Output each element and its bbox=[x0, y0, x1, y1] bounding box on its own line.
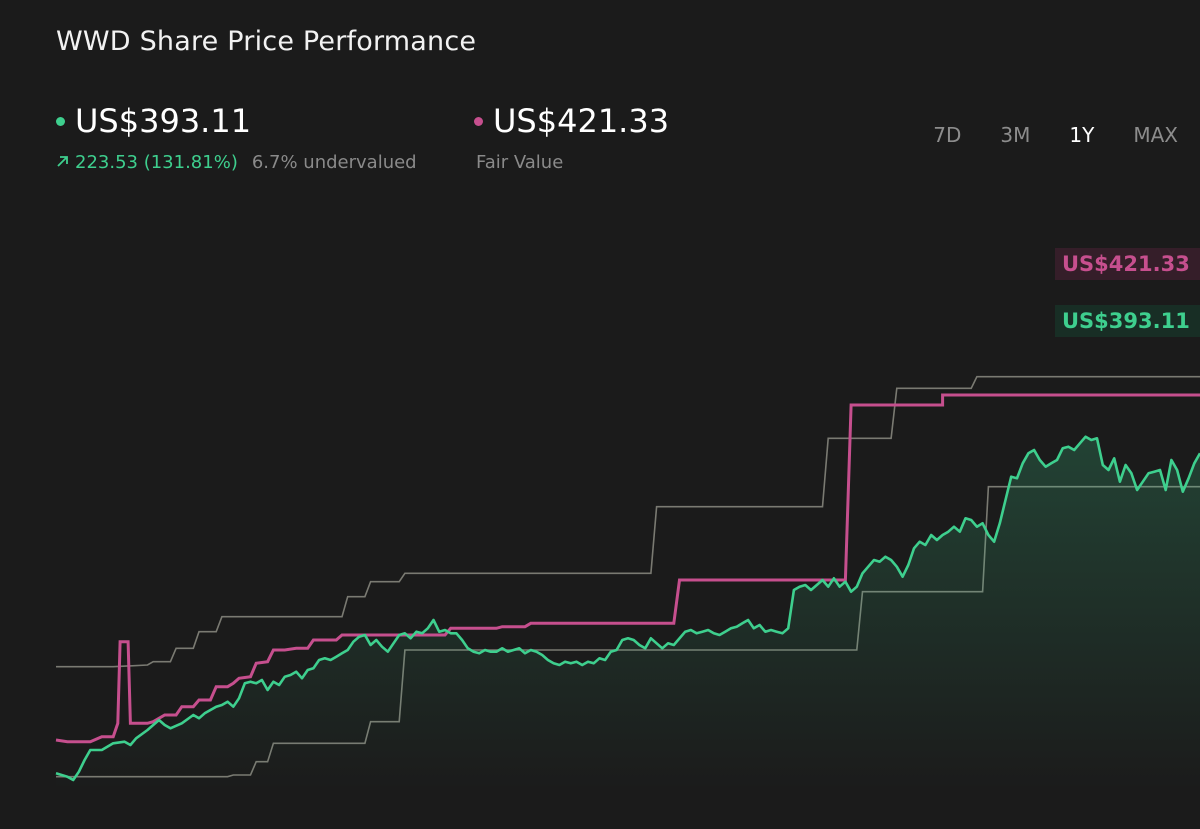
fair-value-price: US$421.33 bbox=[493, 102, 670, 140]
tab-3m[interactable]: 3M bbox=[1000, 123, 1031, 147]
current-price: US$393.11 bbox=[75, 102, 252, 140]
fair-value-end-label: US$421.33 bbox=[1055, 248, 1200, 280]
fair-value-legend-dot bbox=[474, 116, 483, 126]
price-end-label-bg bbox=[1055, 305, 1200, 337]
share-price-line bbox=[55, 435, 1200, 782]
price-end-label-text: US$393.11 bbox=[1062, 309, 1190, 333]
price-change-value: 223.53 (131.81%) bbox=[75, 152, 238, 173]
price-end-label: US$393.11 bbox=[1055, 305, 1200, 337]
fair-value-label: Fair Value bbox=[476, 152, 564, 173]
share-price-area bbox=[56, 436, 1200, 790]
price-change: 223.53 (131.81%) bbox=[56, 152, 238, 173]
fair-value-line bbox=[55, 393, 1200, 744]
range-tabs: 7D 3M 1Y MAX bbox=[894, 123, 1178, 147]
range-step-line-1 bbox=[56, 375, 1200, 668]
tab-max[interactable]: MAX bbox=[1133, 123, 1178, 147]
chart-title: WWD Share Price Performance bbox=[56, 26, 477, 57]
fair-value-end-label-text: US$421.33 bbox=[1062, 252, 1190, 276]
fair-value-block: US$421.33 Fair Value bbox=[474, 102, 669, 173]
tab-1y[interactable]: 1Y bbox=[1069, 123, 1095, 147]
fair-value-end-label-bg bbox=[1055, 248, 1200, 280]
valuation-status: 6.7% undervalued bbox=[251, 152, 417, 173]
arrow-up-right-icon bbox=[56, 152, 69, 173]
price-legend-dot bbox=[56, 116, 65, 126]
tab-7d[interactable]: 7D bbox=[933, 123, 962, 147]
current-price-block: US$393.11 223.53 (131.81%) 6.7% underval… bbox=[56, 102, 417, 173]
